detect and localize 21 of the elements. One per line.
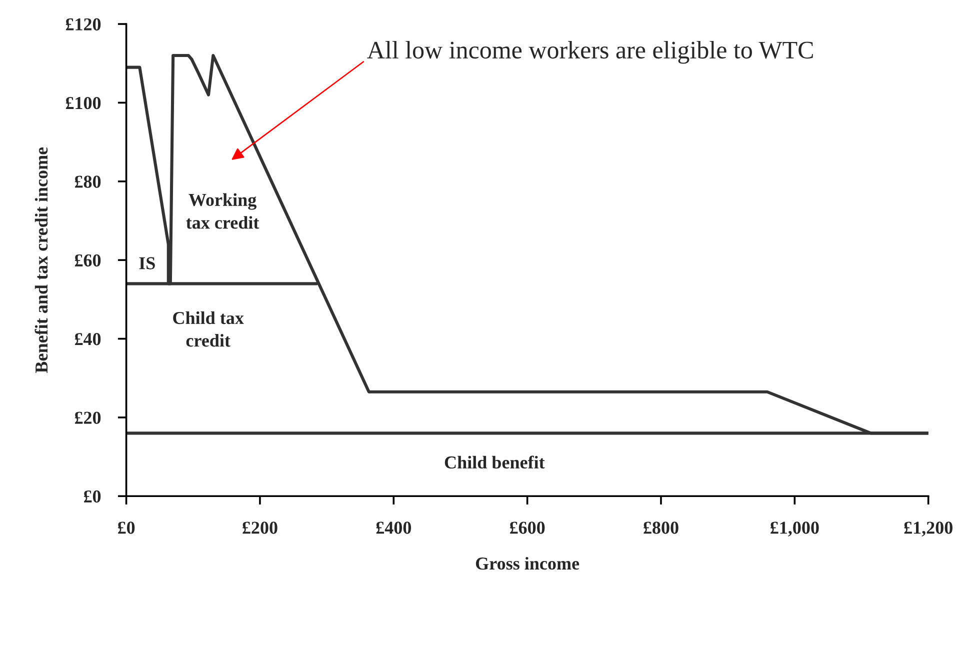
annotation: IS bbox=[139, 257, 155, 270]
x-tick-label: £1,000 bbox=[770, 522, 819, 536]
x-tick-label: £600 bbox=[510, 522, 545, 534]
y-axis-title: Benefit and tax credit income bbox=[34, 147, 48, 373]
x-tick-label: £1,200 bbox=[904, 522, 952, 536]
x-tick-label: £200 bbox=[242, 522, 278, 534]
x-tick-label: £0 bbox=[118, 522, 135, 534]
y-tick-label: £0 bbox=[84, 490, 101, 503]
y-tick-label: £20 bbox=[74, 412, 101, 424]
y-tick-label: £80 bbox=[74, 176, 101, 188]
y-tick-label: £60 bbox=[74, 254, 101, 267]
x-axis-title: Gross income bbox=[476, 556, 580, 570]
x-tick-label: £800 bbox=[644, 522, 678, 534]
annotation: All low income workers are eligible to WTC bbox=[367, 40, 813, 64]
annotation: Child benefit bbox=[444, 456, 545, 469]
y-tick-label: £100 bbox=[66, 96, 101, 110]
y-tick-label: £40 bbox=[74, 333, 101, 346]
annotation: Working tax credit bbox=[186, 193, 260, 229]
x-tick-label: £400 bbox=[376, 522, 411, 534]
annotation: Child tax credit bbox=[173, 311, 244, 347]
y-tick-label: £120 bbox=[66, 18, 101, 30]
